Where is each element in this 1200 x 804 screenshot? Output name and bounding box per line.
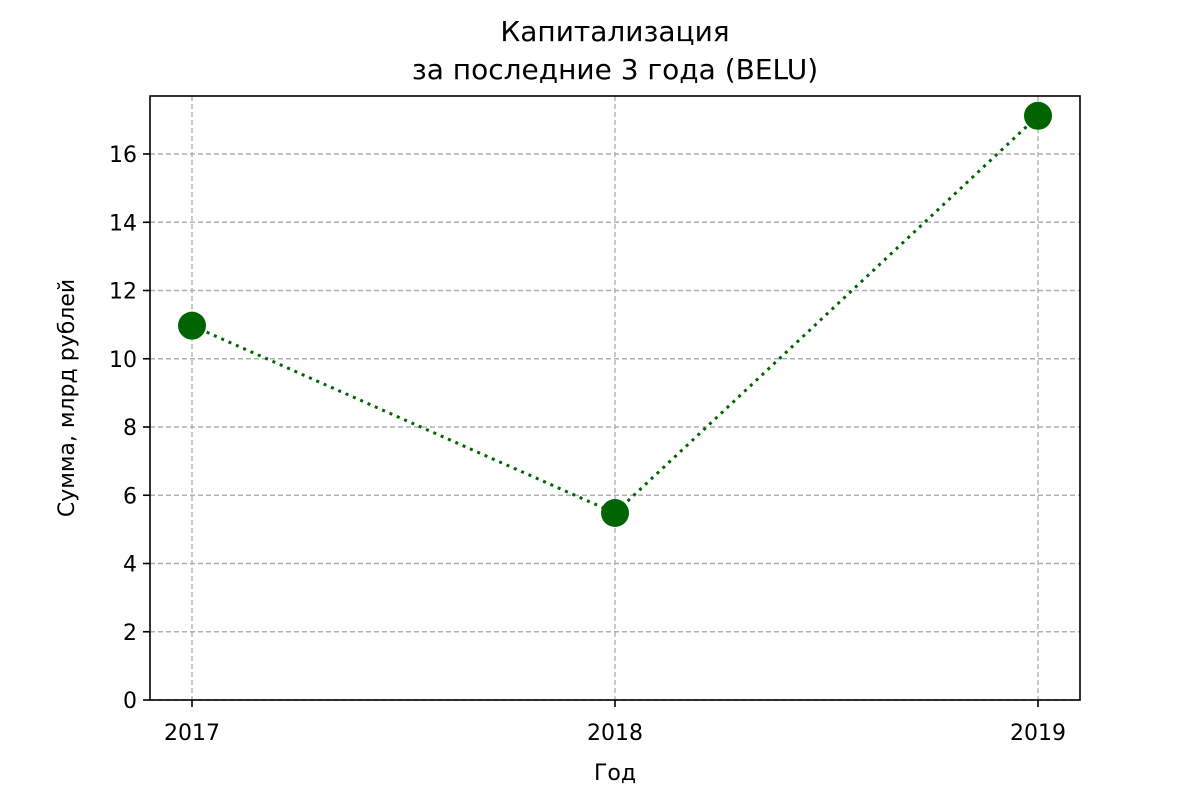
- series-line: [191, 114, 1040, 515]
- y-tick-label: 10: [109, 348, 137, 373]
- x-axis-label: Год: [594, 761, 636, 786]
- data-point: [601, 498, 629, 527]
- grid: [150, 96, 1080, 701]
- y-tick-label: 2: [123, 621, 137, 646]
- x-tick-label: 2018: [587, 721, 643, 746]
- chart-title-line-1: Капитализация: [500, 15, 729, 48]
- y-axis-label: Сумма, млрд рублей: [55, 279, 80, 517]
- x-tick-label: 2019: [1010, 721, 1066, 746]
- data-point: [1024, 101, 1052, 130]
- y-tick-label: 14: [109, 211, 137, 236]
- series-layer: [178, 101, 1052, 527]
- chart-title-line-2: за последние 3 года (BELU): [412, 53, 818, 86]
- ticks: 0 2 4 6 8 10 12 14 16 2017 2018 2019: [109, 143, 1066, 746]
- y-tick-label: 12: [109, 280, 137, 305]
- y-tick-label: 0: [123, 689, 137, 714]
- y-tick-label: 16: [109, 143, 137, 168]
- data-point: [178, 311, 206, 340]
- y-tick-label: 6: [123, 484, 137, 509]
- x-tick-label: 2017: [164, 721, 220, 746]
- y-tick-label: 8: [123, 416, 137, 441]
- y-tick-label: 4: [123, 553, 137, 578]
